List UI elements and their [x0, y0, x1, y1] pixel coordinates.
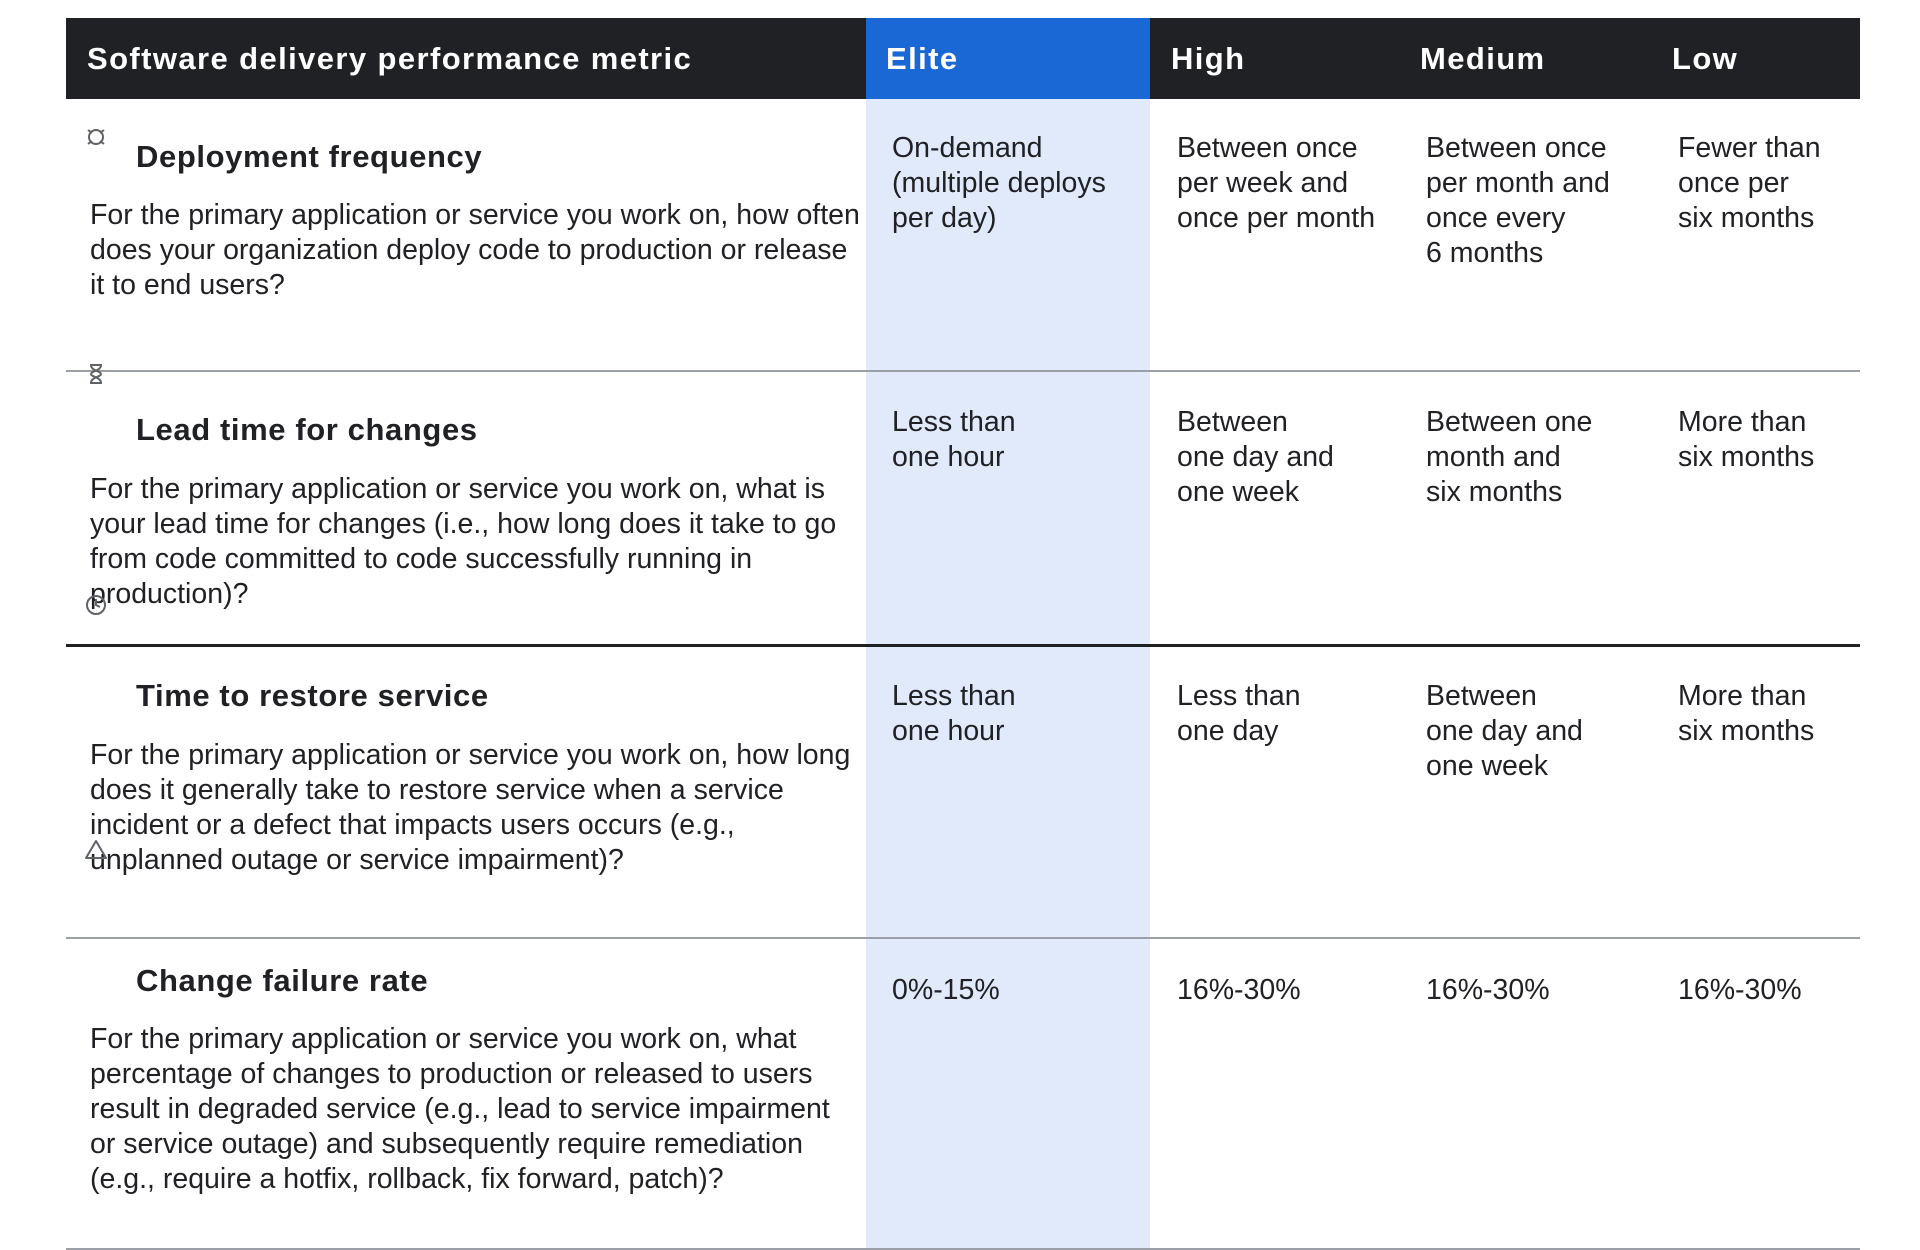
metric-title-time-to-restore-service: Time to restore service [136, 678, 489, 713]
cell-elite-deployment-frequency: On-demand (multiple deploys per day) [892, 132, 1106, 234]
cell-high-deployment-frequency: Between once per week and once per month [1177, 132, 1376, 234]
cell-high-change-failure-rate: 16%-30% [1177, 974, 1301, 1006]
metric-title-lead-time-for-changes: Lead time for changes [136, 412, 478, 447]
cell-low-change-failure-rate: 16%-30% [1678, 974, 1802, 1006]
header-metric-label: Software delivery performance metric [87, 41, 693, 76]
metric-description-change-failure-rate: For the primary application or service y… [90, 1023, 830, 1195]
hourglass-icon [89, 364, 103, 384]
header-medium-label: Medium [1420, 41, 1546, 76]
metric-description-time-to-restore-service: For the primary application or service y… [90, 739, 851, 876]
row-divider [66, 644, 1860, 647]
metric-title-deployment-frequency: Deployment frequency [136, 139, 483, 174]
warning-icon [85, 840, 107, 859]
cell-medium-deployment-frequency: Between once per month and once every 6 … [1426, 132, 1610, 269]
cell-high-lead-time: Between one day and one week [1177, 406, 1334, 508]
metric-description-lead-time-for-changes: For the primary application or service y… [90, 473, 837, 610]
metric-description-deployment-frequency: For the primary application or service y… [90, 199, 860, 301]
clock-icon [86, 595, 106, 615]
row-divider [66, 937, 1860, 939]
metric-title-change-failure-rate: Change failure rate [136, 963, 429, 998]
cell-low-lead-time: More than six months [1678, 406, 1815, 473]
header-high-label: High [1171, 41, 1246, 76]
cell-low-deployment-frequency: Fewer than once per six months [1678, 132, 1821, 234]
cell-medium-change-failure-rate: 16%-30% [1426, 974, 1550, 1006]
cell-medium-lead-time: Between one month and six months [1426, 406, 1593, 508]
rocket-icon [87, 129, 105, 145]
cell-low-time-to-restore: More than six months [1678, 680, 1815, 747]
header-elite-label: Elite [886, 41, 959, 76]
cell-elite-change-failure-rate: 0%-15% [892, 974, 1000, 1006]
cell-high-time-to-restore: Less than one day [1177, 680, 1301, 747]
cell-medium-time-to-restore: Between one day and one week [1426, 680, 1583, 782]
header-low-label: Low [1672, 41, 1739, 76]
header-elite-highlight [866, 18, 1150, 99]
row-divider [66, 370, 1860, 372]
cell-elite-lead-time: Less than one hour [892, 406, 1016, 473]
elite-column-highlight [866, 18, 1150, 1248]
cell-elite-time-to-restore: Less than one hour [892, 680, 1016, 747]
